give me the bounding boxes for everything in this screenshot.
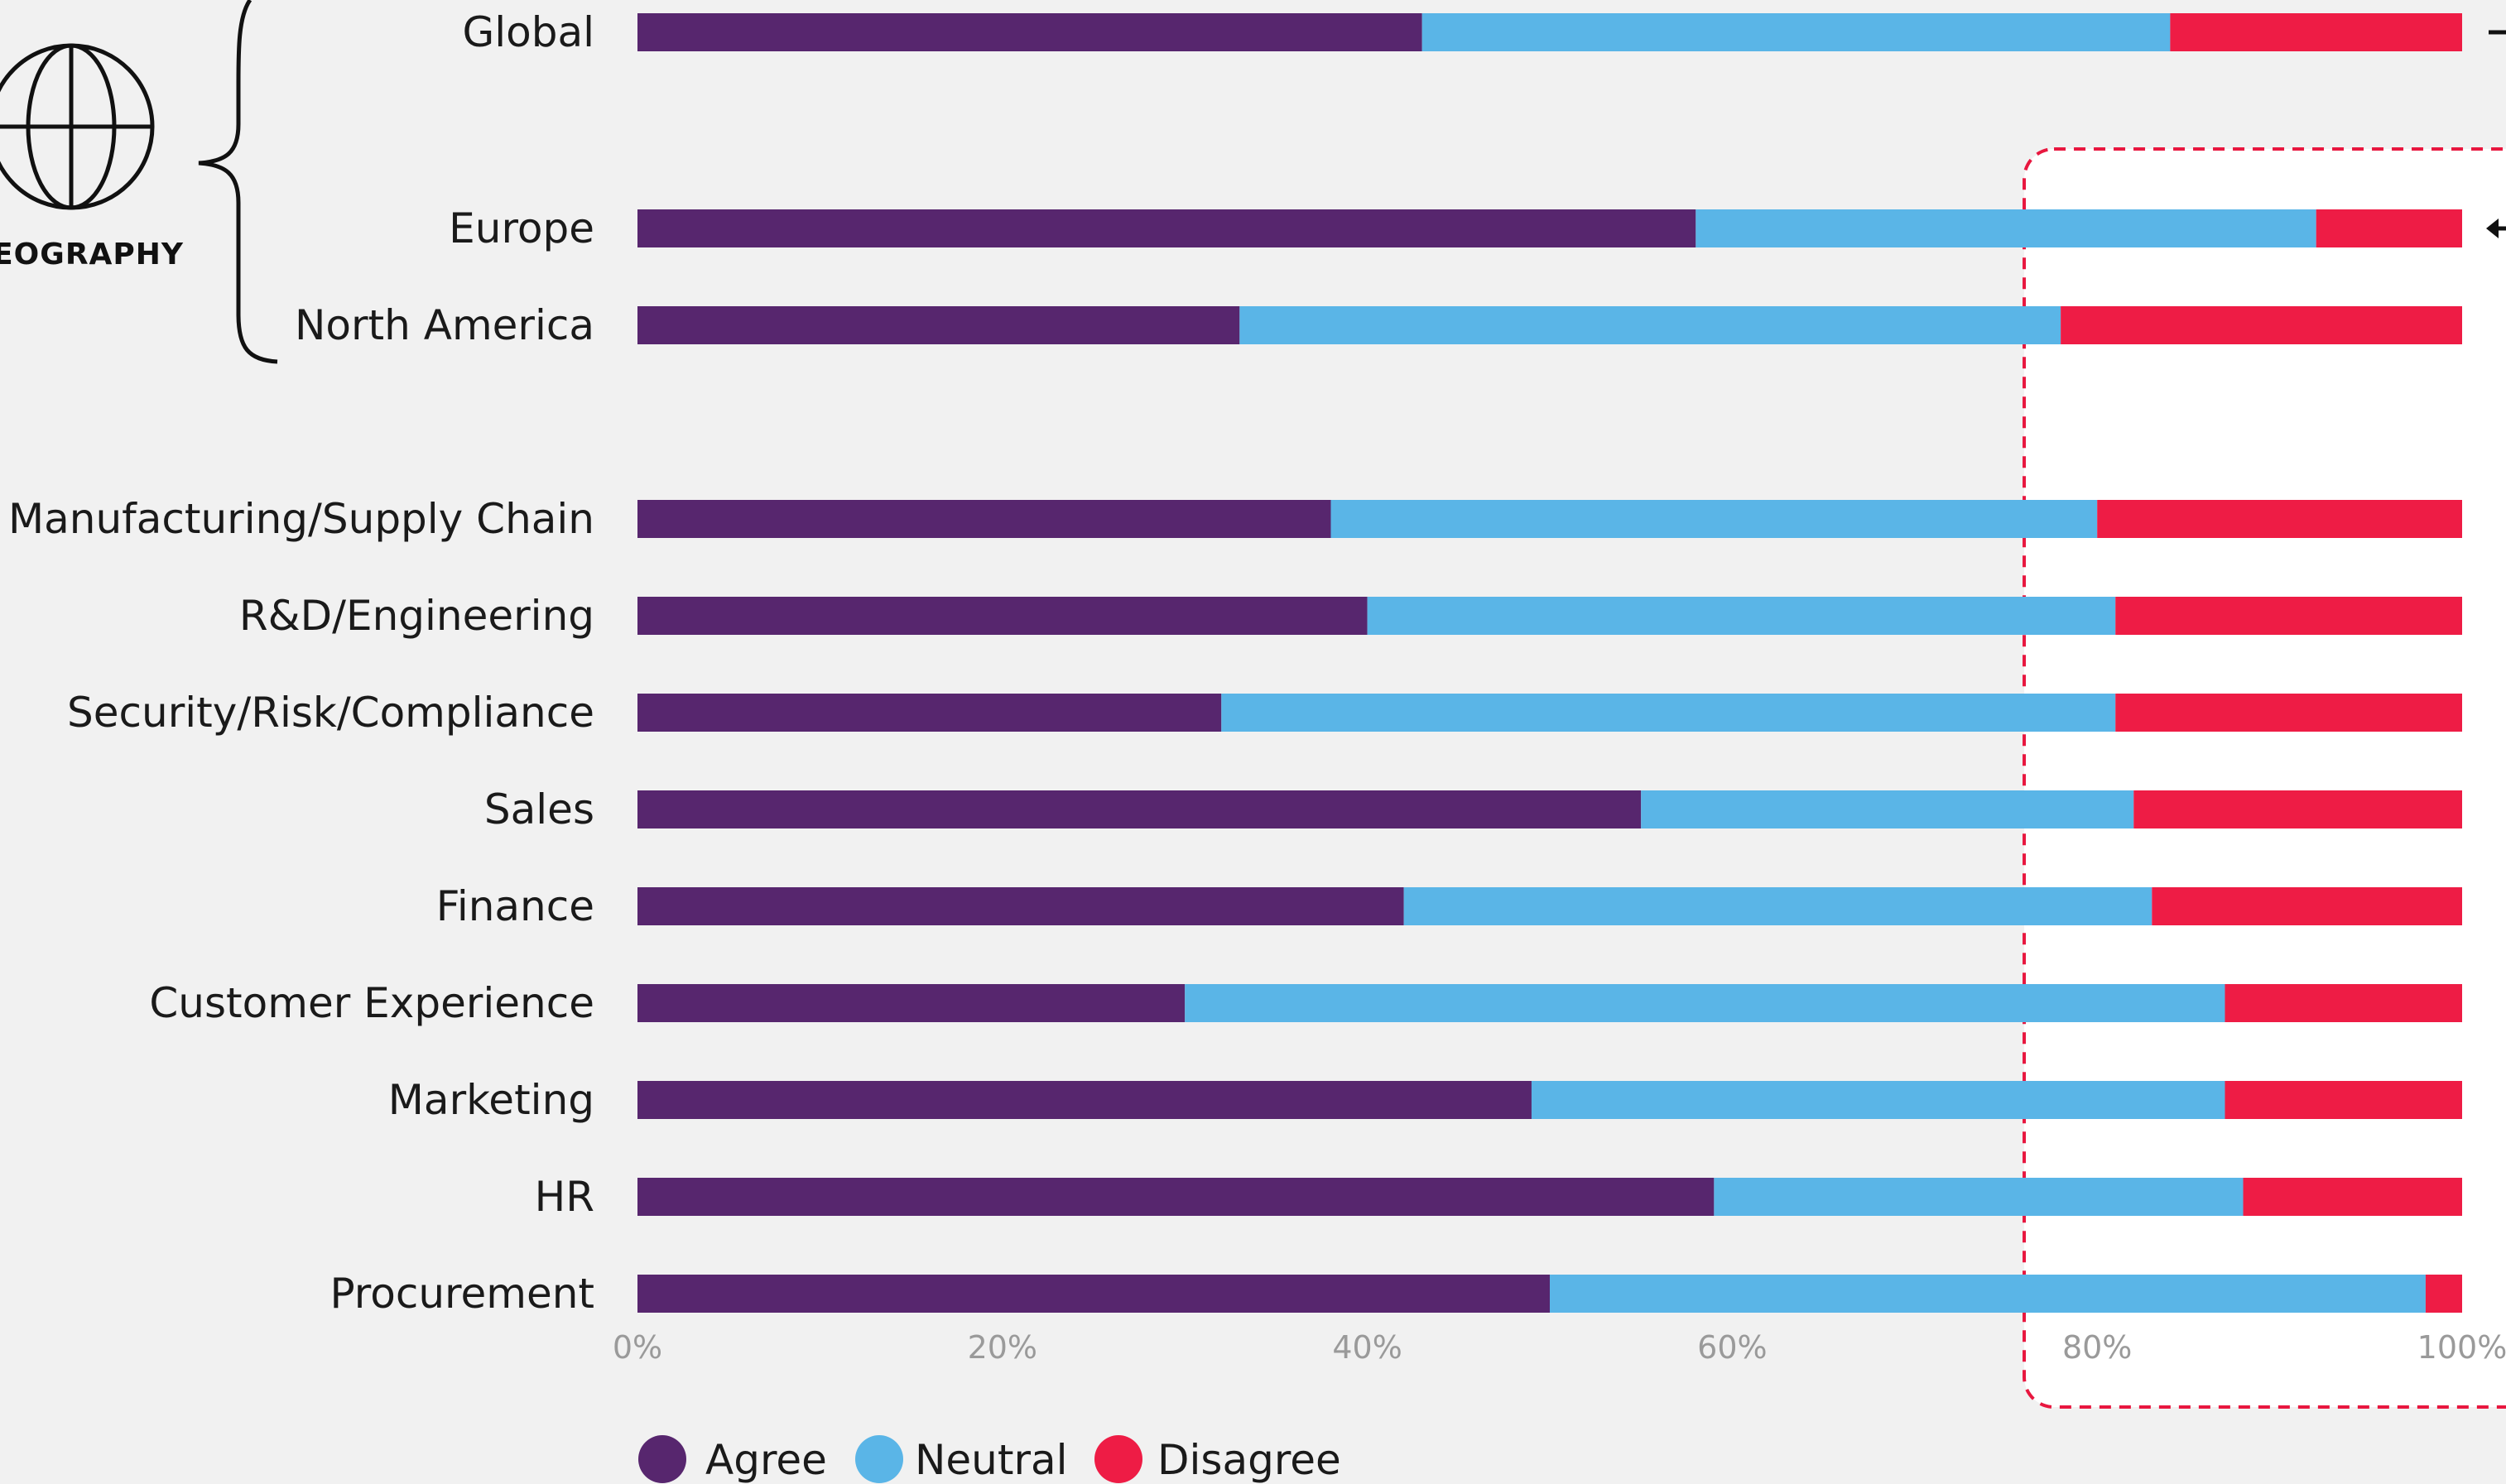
- bar-disagree-8: [2225, 984, 2462, 1022]
- bar-neutral-11: [1550, 1275, 2426, 1313]
- bar-neutral-6: [1641, 790, 2134, 828]
- bar-agree-0: [637, 13, 1422, 51]
- x-tick-label-3: 60%: [1697, 1329, 1767, 1366]
- category-label-7: Finance: [436, 882, 594, 930]
- bar-disagree-0: [2170, 13, 2462, 51]
- legend-swatch-agree: [638, 1435, 686, 1483]
- category-label-11: Procurement: [330, 1270, 594, 1318]
- category-label-10: HR: [535, 1173, 594, 1221]
- bar-agree-1: [637, 209, 1696, 247]
- bar-agree-7: [637, 887, 1404, 925]
- bar-agree-6: [637, 790, 1642, 828]
- bars: [637, 13, 2462, 1313]
- bar-neutral-5: [1221, 694, 2116, 732]
- bar-neutral-8: [1185, 984, 2225, 1022]
- geography-group: EOGRAPHY: [0, 0, 278, 364]
- category-label-5: Security/Risk/Compliance: [67, 689, 594, 737]
- bar-disagree-1: [2316, 209, 2462, 247]
- bar-agree-11: [637, 1275, 1550, 1313]
- x-axis-ticks: 0% 20% 40% 60% 80% 100%: [613, 1329, 2506, 1366]
- category-label-3: Manufacturing/Supply Chain: [8, 495, 594, 543]
- legend-label-neutral: Neutral: [915, 1436, 1068, 1484]
- category-label-4: R&D/Engineering: [239, 592, 594, 640]
- x-tick-label-4: 80%: [2062, 1329, 2132, 1366]
- x-tick-label-1: 20%: [968, 1329, 1037, 1366]
- legend-label-disagree: Disagree: [1157, 1436, 1341, 1484]
- bar-agree-8: [637, 984, 1186, 1022]
- legend: Agree Neutral Disagree: [638, 1435, 1341, 1484]
- bar-disagree-6: [2133, 790, 2462, 828]
- bar-agree-9: [637, 1081, 1532, 1119]
- bar-agree-10: [637, 1178, 1715, 1216]
- category-labels: Global Europe North America Manufacturing/S…: [8, 8, 594, 1318]
- arrow-markers: [2486, 30, 2506, 238]
- bar-neutral-1: [1696, 209, 2316, 247]
- bar-disagree-11: [2425, 1275, 2462, 1313]
- bar-disagree-10: [2243, 1178, 2462, 1216]
- bar-agree-4: [637, 597, 1368, 635]
- bar-disagree-3: [2097, 500, 2462, 538]
- legend-swatch-neutral: [855, 1435, 903, 1483]
- bar-agree-5: [637, 694, 1222, 732]
- bar-agree-3: [637, 500, 1331, 538]
- legend-swatch-disagree: [1094, 1435, 1142, 1483]
- x-tick-label-2: 40%: [1332, 1329, 1402, 1366]
- bar-agree-2: [637, 306, 1240, 344]
- category-label-8: Customer Experience: [149, 979, 594, 1027]
- category-label-6: Sales: [484, 785, 594, 833]
- group-brace: [198, 0, 278, 364]
- bar-neutral-3: [1330, 500, 2098, 538]
- globe-icon: [0, 43, 155, 210]
- x-tick-label-5: 100%: [2417, 1329, 2506, 1366]
- bar-disagree-9: [2225, 1081, 2462, 1119]
- bar-disagree-7: [2152, 887, 2462, 925]
- bar-disagree-4: [2115, 597, 2462, 635]
- category-label-1: Europe: [449, 204, 594, 252]
- category-label-0: Global: [463, 8, 595, 56]
- category-label-2: North America: [295, 301, 594, 349]
- group-label: EOGRAPHY: [0, 238, 184, 271]
- europe-arrow-head: [2486, 219, 2499, 238]
- bar-neutral-2: [1239, 306, 2061, 344]
- legend-label-agree: Agree: [705, 1436, 827, 1484]
- bar-neutral-7: [1403, 887, 2152, 925]
- bar-disagree-5: [2115, 694, 2462, 732]
- bar-disagree-2: [2061, 306, 2462, 344]
- bar-neutral-9: [1531, 1081, 2225, 1119]
- bar-neutral-4: [1367, 597, 2116, 635]
- x-tick-label-0: 0%: [613, 1329, 662, 1366]
- bar-neutral-0: [1421, 13, 2171, 51]
- category-label-9: Marketing: [388, 1076, 594, 1124]
- bar-neutral-10: [1714, 1178, 2244, 1216]
